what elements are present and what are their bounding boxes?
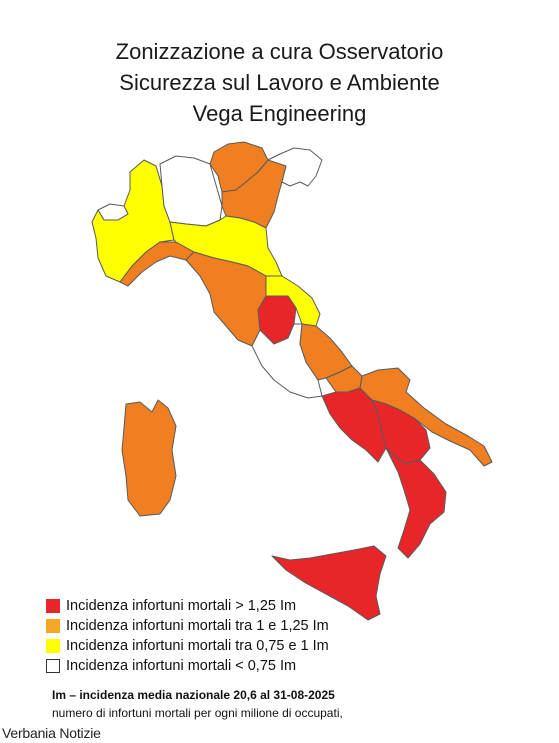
region-calabria: [385, 447, 447, 559]
legend-label-white: Incidenza infortuni mortali < 0,75 Im: [66, 658, 297, 674]
region-sardegna: [121, 399, 177, 517]
footnote: Im – incidenza media nazionale 20,6 al 3…: [52, 686, 343, 722]
legend-row-yellow: Incidenza infortuni mortali tra 0,75 e 1…: [46, 636, 329, 656]
region-friuli-venezia-giulia: [267, 147, 323, 187]
region-lombardia: [159, 155, 223, 227]
map-title: Zonizzazione a cura Osservatorio Sicurez…: [0, 36, 559, 129]
map-legend: Incidenza infortuni mortali > 1,25 Im In…: [46, 596, 329, 676]
watermark: Verbania Notizie: [2, 725, 101, 741]
legend-row-red: Incidenza infortuni mortali > 1,25 Im: [46, 596, 329, 616]
legend-label-orange: Incidenza infortuni mortali tra 1 e 1,25…: [66, 618, 329, 634]
title-line-3: Vega Engineering: [192, 101, 367, 126]
title-line-2: Sicurezza sul Lavoro e Ambiente: [119, 70, 440, 95]
legend-row-orange: Incidenza infortuni mortali tra 1 e 1,25…: [46, 616, 329, 636]
footnote-explanation: numero di infortuni mortali per ogni mil…: [52, 706, 343, 720]
legend-swatch-white: [46, 659, 60, 673]
footnote-im-definition: Im – incidenza media nazionale 20,6 al 3…: [52, 688, 335, 702]
title-line-1: Zonizzazione a cura Osservatorio: [115, 39, 444, 64]
legend-swatch-orange: [46, 619, 60, 633]
legend-row-white: Incidenza infortuni mortali < 0,75 Im: [46, 656, 329, 676]
legend-label-red: Incidenza infortuni mortali > 1,25 Im: [66, 598, 297, 614]
region-sicilia: [271, 545, 387, 621]
legend-swatch-red: [46, 599, 60, 613]
legend-swatch-yellow: [46, 639, 60, 653]
legend-label-yellow: Incidenza infortuni mortali tra 0,75 e 1…: [66, 638, 329, 654]
